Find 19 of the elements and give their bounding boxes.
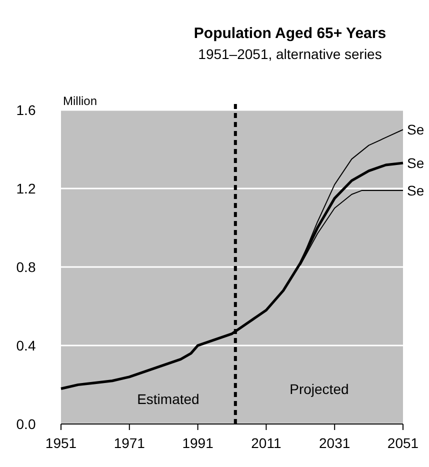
y-tick-label: 0.8	[16, 259, 36, 275]
x-tick-label: 1991	[182, 435, 214, 451]
x-tick-label: 2031	[319, 435, 350, 451]
series-label: Se	[407, 122, 424, 138]
x-tick-label: 1971	[114, 435, 146, 451]
chart-title: Population Aged 65+ Years	[194, 25, 386, 42]
y-tick-label: 1.6	[16, 102, 36, 118]
y-tick-label: 0.0	[16, 416, 36, 432]
y-axis-title: Million	[63, 94, 98, 108]
y-tick-label: 0.4	[16, 338, 36, 354]
chart-subtitle: 1951–2051, alternative series	[198, 46, 382, 62]
series-label: Se	[407, 182, 424, 198]
x-tick-label: 1951	[45, 435, 77, 451]
annotation: Estimated	[137, 391, 200, 407]
y-tick-label: 1.2	[16, 180, 36, 196]
x-tick-label: 2051	[387, 435, 419, 451]
x-tick-label: 2011	[251, 435, 282, 451]
series-label: Se	[407, 154, 424, 171]
annotation: Projected	[290, 381, 349, 397]
